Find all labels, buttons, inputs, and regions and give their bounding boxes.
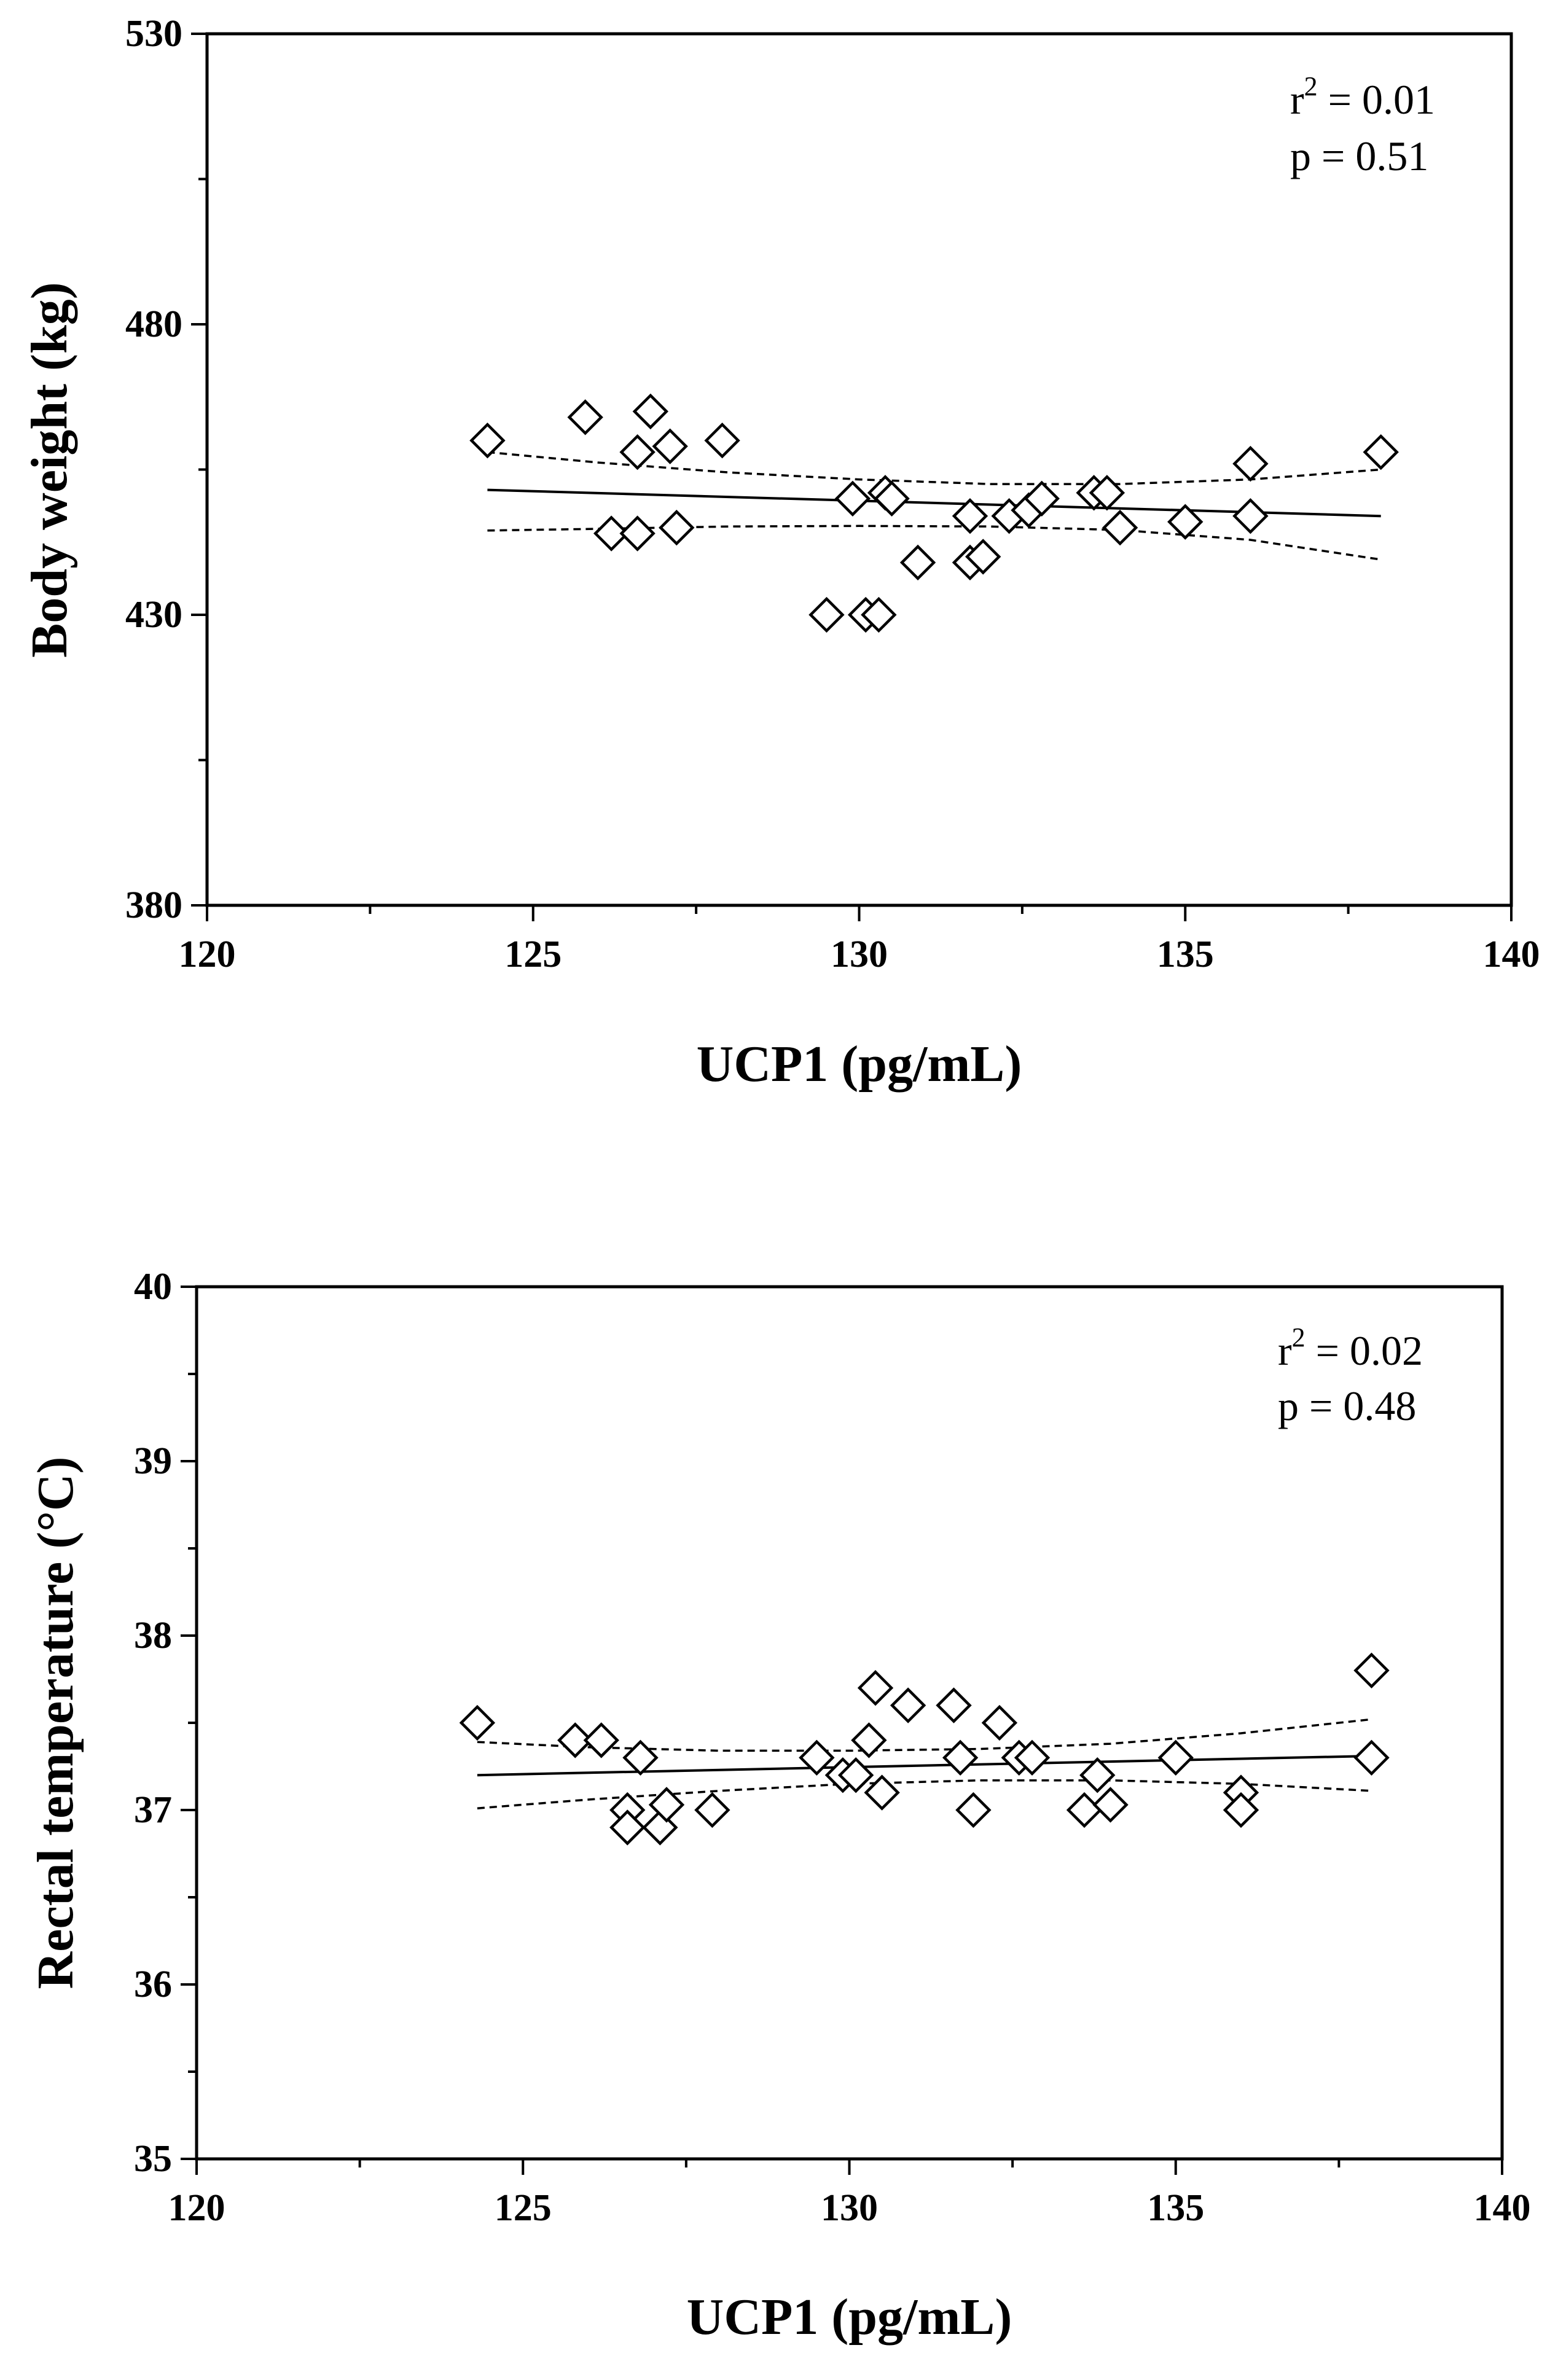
bw-r-squared-annotation: r2 = 0.01 bbox=[1290, 71, 1435, 123]
bw-data-point bbox=[1167, 504, 1204, 540]
rt-y-tick-label: 36 bbox=[134, 1964, 172, 2005]
rt-y-tick-label: 40 bbox=[134, 1266, 172, 1308]
bw-data-point bbox=[808, 596, 845, 633]
rt-data-point bbox=[1066, 1792, 1103, 1828]
rt-data-point bbox=[648, 1787, 685, 1823]
rt-data-point bbox=[837, 1757, 874, 1793]
bw-y-tick-label: 530 bbox=[125, 13, 182, 55]
rt-ci-upper-line bbox=[477, 1718, 1372, 1752]
bw-data-point bbox=[1232, 497, 1269, 534]
rt-data-point bbox=[1157, 1739, 1194, 1776]
bw-x-tick-label: 120 bbox=[179, 934, 236, 975]
rt-data-point bbox=[864, 1774, 900, 1811]
bw-data-point bbox=[593, 515, 630, 552]
rt-data-point bbox=[857, 1670, 894, 1706]
rt-data-point bbox=[890, 1687, 926, 1723]
rt-data-point bbox=[1079, 1757, 1116, 1793]
bw-ci-lower-line bbox=[487, 525, 1381, 561]
bw-data-point bbox=[704, 423, 740, 459]
bw-x-tick-label: 125 bbox=[504, 934, 562, 975]
bw-data-point bbox=[632, 393, 669, 430]
bw-data-point bbox=[861, 596, 897, 633]
bw-data-point bbox=[1232, 445, 1269, 482]
rt-data-point bbox=[557, 1722, 593, 1758]
bw-p-value-annotation: p = 0.51 bbox=[1290, 133, 1428, 179]
rt-data-point bbox=[1092, 1787, 1129, 1823]
bw-y-tick-label: 380 bbox=[125, 884, 182, 926]
bw-data-point bbox=[567, 399, 603, 435]
rt-x-tick-label: 125 bbox=[495, 2187, 552, 2229]
rt-data-point bbox=[1223, 1792, 1259, 1828]
bw-y-axis-title: Body weight (kg) bbox=[21, 282, 78, 657]
bw-data-point bbox=[619, 515, 656, 552]
rt-x-tick-label: 140 bbox=[1474, 2187, 1531, 2229]
rt-data-point bbox=[1353, 1652, 1390, 1688]
rt-data-point bbox=[936, 1687, 972, 1723]
rt-data-point bbox=[799, 1739, 835, 1776]
rt-data-point bbox=[942, 1739, 979, 1776]
bw-regression-line bbox=[487, 488, 1381, 518]
bw-data-point bbox=[965, 539, 1001, 575]
rt-x-tick-label: 135 bbox=[1147, 2187, 1204, 2229]
rt-y-axis-title: Rectal temperature (°C) bbox=[27, 1457, 84, 1989]
rt-r-squared-annotation: r2 = 0.02 bbox=[1278, 1322, 1423, 1374]
bw-data-point bbox=[1089, 475, 1125, 511]
rt-data-point bbox=[851, 1722, 887, 1758]
bw-data-point bbox=[899, 544, 936, 581]
bw-data-point bbox=[469, 423, 506, 459]
rt-data-point bbox=[694, 1792, 730, 1828]
rt-data-point bbox=[583, 1722, 619, 1758]
rt-data-point bbox=[955, 1792, 992, 1828]
rt-data-point bbox=[1353, 1739, 1390, 1776]
rt-y-tick-label: 39 bbox=[134, 1440, 172, 1482]
bw-data-point bbox=[952, 497, 988, 534]
bw-ci-upper-line bbox=[487, 451, 1381, 485]
body-weight-chart: 120 125 130 135 140 380 430 480 530 UCP1 (pg/mL) B… bbox=[21, 13, 1540, 1093]
rt-x-tick-label: 130 bbox=[821, 2187, 878, 2229]
bw-data-point bbox=[834, 480, 871, 517]
bw-x-tick-label: 135 bbox=[1157, 934, 1214, 975]
rt-x-axis-title: UCP1 (pg/mL) bbox=[687, 2288, 1012, 2346]
rt-y-tick-label: 38 bbox=[134, 1615, 172, 1656]
rt-y-tick-label: 35 bbox=[134, 2138, 172, 2180]
rt-p-value-annotation: p = 0.48 bbox=[1278, 1383, 1416, 1429]
bw-data-point bbox=[619, 434, 656, 470]
bw-data-point bbox=[1024, 480, 1060, 517]
rt-x-tick-label: 120 bbox=[168, 2187, 225, 2229]
bw-data-point bbox=[874, 480, 910, 517]
bw-data-point bbox=[652, 428, 688, 464]
rt-data-point bbox=[622, 1739, 659, 1776]
bw-x-tick-label: 130 bbox=[831, 934, 888, 975]
rt-data-point bbox=[981, 1704, 1018, 1741]
rt-regression-line bbox=[477, 1755, 1372, 1777]
bw-y-tick-label: 430 bbox=[125, 594, 182, 636]
rt-y-tick-label: 37 bbox=[134, 1789, 172, 1831]
bw-data-point bbox=[659, 509, 695, 546]
rt-data-point bbox=[459, 1704, 496, 1741]
rt-data-point bbox=[609, 1809, 646, 1846]
bw-data-point bbox=[1102, 509, 1138, 546]
bw-data-point bbox=[1363, 434, 1399, 470]
bw-y-tick-label: 480 bbox=[125, 303, 182, 345]
rt-ci-lower-line bbox=[477, 1779, 1372, 1809]
bw-x-axis-title: UCP1 (pg/mL) bbox=[697, 1036, 1022, 1093]
rt-data-point bbox=[1014, 1739, 1051, 1776]
rectal-temperature-chart: 120 125 130 135 140 35 36 37 38 39 40 UCP1 (pg/mL) R… bbox=[27, 1266, 1531, 2346]
bw-x-tick-label: 140 bbox=[1483, 934, 1540, 975]
